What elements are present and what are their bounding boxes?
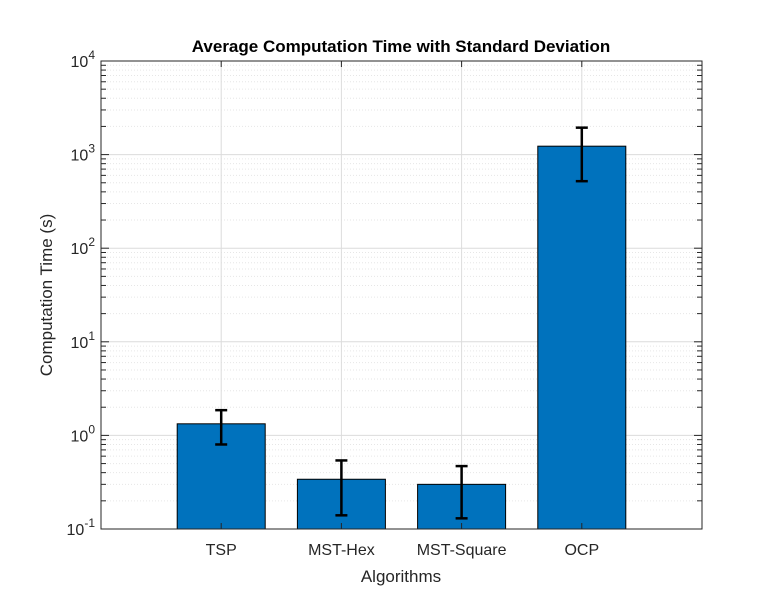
error-bar-mst-square	[455, 464, 468, 520]
x-tick-label-ocp: OCP	[564, 542, 599, 559]
error-bar-ocp	[575, 126, 588, 183]
grid	[101, 61, 702, 529]
bar-ocp	[537, 145, 627, 530]
ticks	[101, 60, 702, 530]
error-bar-tsp	[215, 408, 228, 446]
x-tick-label-mst-hex: MST-Hex	[308, 542, 375, 559]
y-tick-label: 10-1	[67, 516, 96, 539]
chart-title: Average Computation Time with Standard D…	[192, 37, 610, 56]
axes-box	[100, 60, 703, 530]
x-axis-label: Algorithms	[361, 567, 441, 586]
y-axis-label: Computation Time (s)	[37, 214, 56, 377]
y-tick-label: 104	[71, 48, 96, 71]
error-bars	[215, 126, 588, 520]
x-tick-label-mst-square: MST-Square	[417, 542, 507, 559]
x-tick-label-tsp: TSP	[206, 542, 237, 559]
y-tick-label: 102	[71, 235, 96, 258]
y-tick-label: 100	[71, 422, 96, 445]
y-tick-label: 101	[71, 329, 96, 352]
error-bar-mst-hex	[335, 459, 348, 517]
tick-labels: TSP MST-Hex MST-Square OCP 10-1 100 101 102 103 1…	[67, 48, 600, 559]
bars	[176, 145, 627, 530]
y-tick-label: 103	[71, 142, 96, 165]
